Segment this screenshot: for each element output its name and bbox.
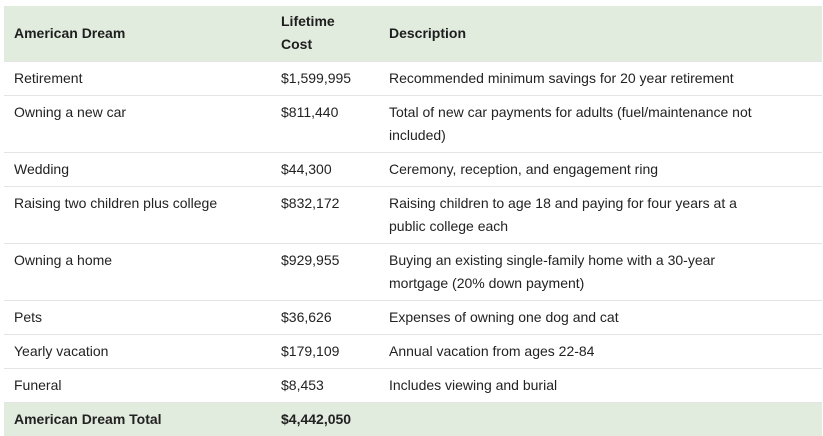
row-cost: $832,172 [271,187,379,244]
row-cost: $929,955 [271,244,379,301]
table-row: Owning a new car $811,440 Total of new c… [4,96,822,153]
table-row: Funeral $8,453 Includes viewing and buri… [4,369,822,403]
row-cost: $8,453 [271,369,379,403]
row-item: Owning a new car [4,96,271,153]
row-description: Buying an existing single-family home wi… [379,244,822,301]
american-dream-cost-table: American Dream Lifetime Cost Description… [4,6,822,436]
header-lifetime-cost: Lifetime Cost [271,6,379,62]
row-cost: $179,109 [271,335,379,369]
row-item: Yearly vacation [4,335,271,369]
table-body: Retirement $1,599,995 Recommended minimu… [4,62,822,436]
row-description: Total of new car payments for adults (fu… [379,96,822,153]
table-row: Yearly vacation $179,109 Annual vacation… [4,335,822,369]
row-item: Pets [4,301,271,335]
total-row: American Dream Total $4,442,050 [4,403,822,436]
row-description: Raising children to age 18 and paying fo… [379,187,822,244]
row-cost: $44,300 [271,153,379,187]
row-description: Ceremony, reception, and engagement ring [379,153,822,187]
row-cost: $1,599,995 [271,62,379,96]
row-description-text: Buying an existing single-family home wi… [389,249,759,295]
row-description-text: Total of new car payments for adults (fu… [389,101,759,147]
header-american-dream: American Dream [4,6,271,62]
row-description-text: Ceremony, reception, and engagement ring [389,158,759,181]
table-row: Pets $36,626 Expenses of owning one dog … [4,301,822,335]
table-header: American Dream Lifetime Cost Description [4,6,822,62]
row-item: Owning a home [4,244,271,301]
header-row: American Dream Lifetime Cost Description [4,6,822,62]
row-cost: $811,440 [271,96,379,153]
row-description-text: Raising children to age 18 and paying fo… [389,192,759,238]
american-dream-cost-table-container: American Dream Lifetime Cost Description… [4,6,822,436]
row-description: Recommended minimum savings for 20 year … [379,62,822,96]
row-description-text: Expenses of owning one dog and cat [389,306,759,329]
total-label: American Dream Total [4,403,271,436]
total-description-empty [379,403,822,436]
row-cost: $36,626 [271,301,379,335]
table-row: Raising two children plus college $832,1… [4,187,822,244]
row-description: Annual vacation from ages 22-84 [379,335,822,369]
table-row: Owning a home $929,955 Buying an existin… [4,244,822,301]
header-description: Description [379,6,822,62]
row-item: Funeral [4,369,271,403]
table-row: Retirement $1,599,995 Recommended minimu… [4,62,822,96]
header-lifetime-cost-line1: Lifetime [281,13,335,29]
total-cost: $4,442,050 [271,403,379,436]
row-item: Wedding [4,153,271,187]
row-description: Expenses of owning one dog and cat [379,301,822,335]
header-lifetime-cost-line2: Cost [281,36,312,52]
row-item: Retirement [4,62,271,96]
row-description-text: Includes viewing and burial [389,374,759,397]
row-description-text: Recommended minimum savings for 20 year … [389,67,759,90]
table-row: Wedding $44,300 Ceremony, reception, and… [4,153,822,187]
row-description: Includes viewing and burial [379,369,822,403]
row-description-text: Annual vacation from ages 22-84 [389,340,759,363]
row-item: Raising two children plus college [4,187,271,244]
